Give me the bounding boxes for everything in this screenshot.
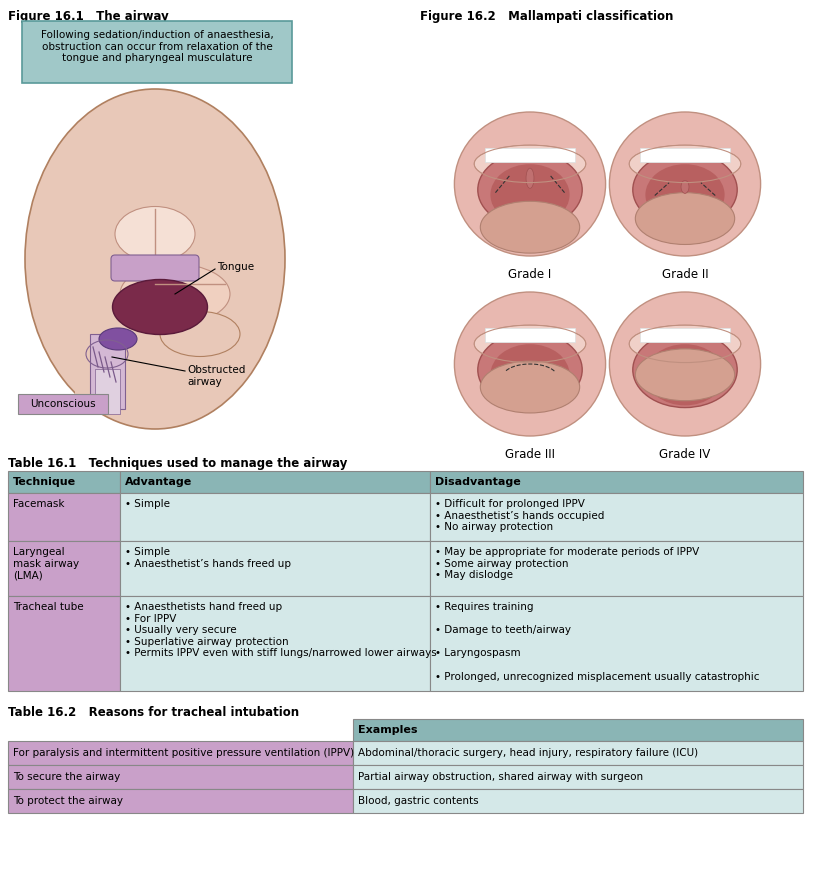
Text: Grade II: Grade II [662,268,708,281]
Text: • Difficult for prolonged IPPV
• Anaesthetist’s hands occupied
• No airway prote: • Difficult for prolonged IPPV • Anaesth… [435,499,604,532]
Text: For paralysis and intermittent positive pressure ventilation (IPPV): For paralysis and intermittent positive … [13,747,354,757]
Bar [485,328,575,343]
Bar [430,494,803,541]
FancyBboxPatch shape [111,255,199,282]
Text: To protect the airway: To protect the airway [13,795,123,805]
Bar [18,395,108,415]
Text: • Anaesthetists hand freed up
• For IPPV
• Usually very secure
• Superlative air: • Anaesthetists hand freed up • For IPPV… [125,601,437,658]
Text: • Simple
• Anaesthetist’s hands freed up: • Simple • Anaesthetist’s hands freed up [125,547,291,568]
Bar [8,720,353,741]
Ellipse shape [681,182,689,194]
Text: Disadvantage: Disadvantage [435,476,521,487]
Bar [8,541,120,596]
Text: Figure 16.2   Mallampati classification: Figure 16.2 Mallampati classification [420,10,673,23]
Text: Figure 16.1   The airway: Figure 16.1 The airway [8,10,169,23]
Ellipse shape [478,333,582,408]
Ellipse shape [610,293,761,436]
Text: Tracheal tube: Tracheal tube [13,601,84,611]
Ellipse shape [480,202,580,254]
Bar [430,541,803,596]
Bar [120,472,430,494]
Text: Following sedation/induction of anaesthesia,
obstruction can occur from relaxati: Following sedation/induction of anaesthe… [41,30,273,63]
Ellipse shape [633,153,737,229]
Text: Table 16.1   Techniques used to manage the airway: Table 16.1 Techniques used to manage the… [8,456,347,469]
Ellipse shape [646,345,724,406]
Ellipse shape [478,153,582,229]
Ellipse shape [633,333,737,408]
Bar [8,789,353,813]
Ellipse shape [646,165,724,226]
Text: Laryngeal
mask airway
(LMA): Laryngeal mask airway (LMA) [13,547,79,580]
Text: Abdominal/thoracic surgery, head injury, respiratory failure (ICU): Abdominal/thoracic surgery, head injury,… [358,747,698,757]
Bar [353,720,803,741]
Bar [641,328,729,343]
Bar [485,149,575,163]
Ellipse shape [25,90,285,429]
Text: Blood, gastric contents: Blood, gastric contents [358,795,479,805]
Bar [8,494,120,541]
Text: Unconscious: Unconscious [30,399,96,408]
Ellipse shape [99,328,137,350]
Bar [641,328,729,343]
Ellipse shape [115,208,195,262]
Text: • May be appropriate for moderate periods of IPPV
• Some airway protection
• May: • May be appropriate for moderate period… [435,547,699,580]
Ellipse shape [120,265,230,325]
Bar [430,472,803,494]
Bar [75,360,175,415]
Ellipse shape [480,362,580,414]
Ellipse shape [474,326,586,363]
Ellipse shape [490,165,570,226]
Bar [90,335,125,409]
Bar [8,765,353,789]
Ellipse shape [526,169,534,189]
Text: Advantage: Advantage [125,476,192,487]
Text: Examples: Examples [358,724,418,734]
Ellipse shape [474,146,586,183]
Bar [430,596,803,691]
Bar [8,472,120,494]
Text: Partial airway obstruction, shared airway with surgeon: Partial airway obstruction, shared airwa… [358,771,643,781]
Bar [353,789,803,813]
Text: Grade III: Grade III [505,448,555,461]
Text: Facemask: Facemask [13,499,64,508]
Text: Obstructed
airway: Obstructed airway [187,365,246,386]
Bar [353,741,803,765]
Bar [641,149,729,163]
Bar [353,765,803,789]
Text: Table 16.2   Reasons for tracheal intubation: Table 16.2 Reasons for tracheal intubati… [8,705,299,718]
Ellipse shape [490,345,570,406]
Bar [95,369,120,415]
Bar [641,149,729,163]
Ellipse shape [635,194,735,245]
Bar [120,494,430,541]
Ellipse shape [629,326,741,363]
Text: To secure the airway: To secure the airway [13,771,120,781]
Bar [485,149,575,163]
Bar [485,328,575,343]
Text: Technique: Technique [13,476,76,487]
Bar [8,596,120,691]
Text: • Simple: • Simple [125,499,170,508]
Ellipse shape [112,280,207,335]
Bar [8,741,353,765]
Ellipse shape [629,146,741,183]
Bar [120,541,430,596]
Ellipse shape [610,113,761,256]
Bar [22,22,292,84]
Text: Grade I: Grade I [508,268,552,281]
Ellipse shape [160,312,240,357]
Text: Grade IV: Grade IV [659,448,711,461]
Ellipse shape [635,349,735,401]
Ellipse shape [454,293,606,436]
Text: Tongue: Tongue [217,262,254,272]
Ellipse shape [454,113,606,256]
Text: • Requires training

• Damage to teeth/airway

• Laryngospasm

• Prolonged, unre: • Requires training • Damage to teeth/ai… [435,601,759,680]
Bar [120,596,430,691]
